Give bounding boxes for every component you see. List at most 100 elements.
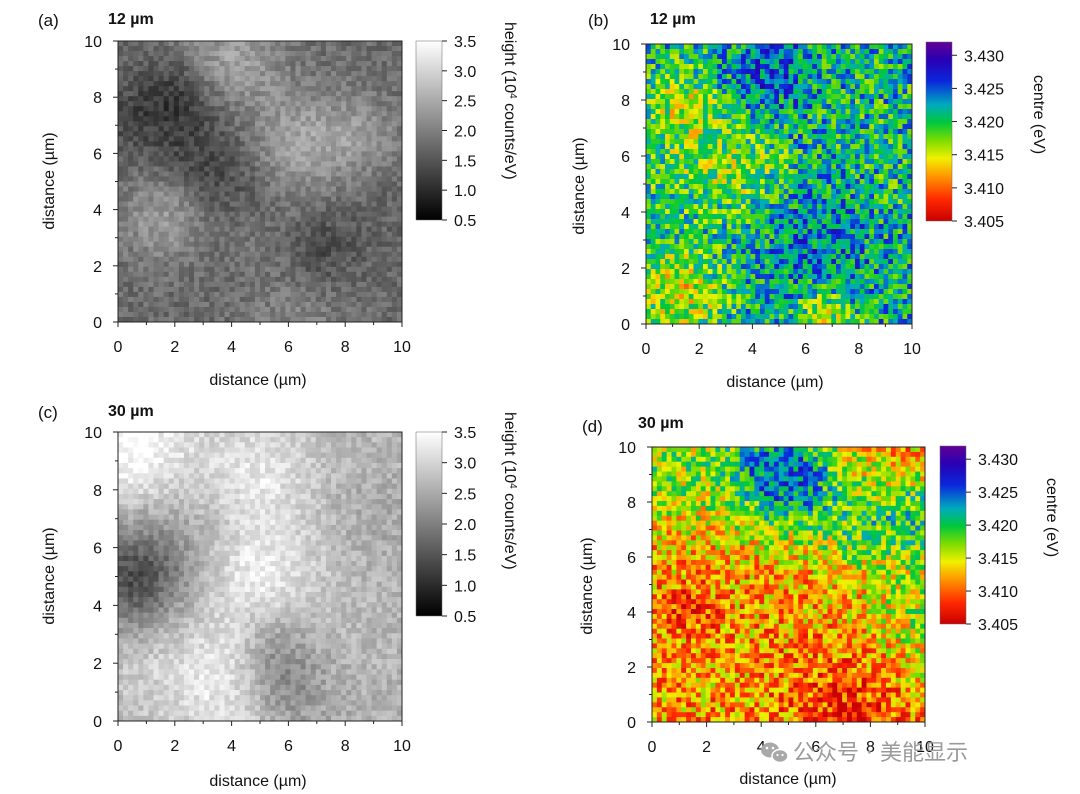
heatmap-cell xyxy=(295,56,301,62)
heatmap-cell xyxy=(840,109,846,115)
heatmap-cell xyxy=(158,186,165,192)
heatmap-cell xyxy=(674,129,680,135)
heatmap-cell xyxy=(199,201,205,207)
heatmap-cell xyxy=(168,106,175,112)
heatmap-cell xyxy=(336,246,342,253)
heatmap-cell xyxy=(336,121,342,127)
heatmap-cell xyxy=(722,139,728,145)
heatmap-cell xyxy=(356,196,362,202)
heatmap-cell xyxy=(178,121,185,127)
heatmap-cell xyxy=(361,136,367,142)
heatmap-cell xyxy=(295,296,301,303)
heatmap-cell xyxy=(726,109,732,115)
heatmap-cell xyxy=(290,81,296,87)
heatmap-cell xyxy=(693,129,699,135)
heatmap-cell xyxy=(249,261,256,268)
heatmap-cell xyxy=(755,109,761,115)
heatmap-cell xyxy=(244,241,251,248)
heatmap-cell xyxy=(391,261,398,268)
heatmap-cell xyxy=(376,236,383,243)
heatmap-cell xyxy=(391,211,398,218)
heatmap-cell xyxy=(893,124,899,130)
heatmap-cell xyxy=(158,306,165,313)
heatmap-cell xyxy=(817,119,823,125)
heatmap-cell xyxy=(703,154,709,160)
heatmap-cell xyxy=(204,261,210,268)
heatmap-cell xyxy=(229,286,236,293)
heatmap-cell xyxy=(290,201,296,207)
heatmap-cell xyxy=(224,276,230,283)
heatmap-cell xyxy=(341,156,347,162)
heatmap-cell xyxy=(760,84,766,90)
heatmap-cell xyxy=(396,231,403,238)
heatmap-cell xyxy=(817,59,823,65)
heatmap-cell xyxy=(260,296,266,303)
heatmap-cell xyxy=(189,71,195,77)
heatmap-cell xyxy=(336,46,342,52)
heatmap-cell xyxy=(371,206,378,213)
heatmap-cell xyxy=(148,241,154,248)
heatmap-cell xyxy=(249,191,256,197)
heatmap-cell xyxy=(254,146,261,152)
heatmap-cell xyxy=(807,69,813,75)
heatmap-cell xyxy=(817,114,823,120)
heatmap-cell xyxy=(741,139,747,145)
heatmap-cell xyxy=(249,211,256,218)
heatmap-cell xyxy=(254,156,261,162)
heatmap-cell xyxy=(118,91,124,97)
heatmap-cell xyxy=(346,141,352,147)
heatmap-cell xyxy=(143,276,149,283)
heatmap-cell xyxy=(674,74,680,80)
heatmap-cell xyxy=(234,51,241,57)
heatmap-cell xyxy=(850,84,856,90)
heatmap-cell xyxy=(336,101,342,107)
heatmap-cell xyxy=(788,64,794,70)
heatmap-cell xyxy=(336,296,342,303)
heatmap-cell xyxy=(356,81,362,87)
heatmap-cell xyxy=(391,291,398,298)
heatmap-cell xyxy=(878,49,884,55)
heatmap-cell xyxy=(173,156,180,162)
heatmap-cell xyxy=(118,256,124,263)
heatmap-cell xyxy=(798,174,804,180)
heatmap-cell xyxy=(265,191,271,197)
heatmap-cell xyxy=(224,136,230,142)
heatmap-cell xyxy=(143,196,149,202)
heatmap-cell xyxy=(874,179,880,185)
heatmap-cell xyxy=(788,114,794,120)
heatmap-cell xyxy=(118,191,124,197)
heatmap-cell xyxy=(783,154,789,160)
heatmap-cell xyxy=(118,201,124,207)
heatmap-cell xyxy=(883,144,889,150)
heatmap-cell xyxy=(888,174,894,180)
heatmap-cell xyxy=(153,96,159,102)
heatmap-cell xyxy=(788,89,794,95)
heatmap-cell xyxy=(173,76,180,82)
heatmap-cell xyxy=(396,106,403,112)
heatmap-cell xyxy=(793,104,799,110)
heatmap-cell xyxy=(265,131,271,137)
heatmap-cell xyxy=(173,81,180,87)
heatmap-cell xyxy=(224,106,230,112)
heatmap-cell xyxy=(199,301,205,308)
heatmap-cell xyxy=(305,171,312,177)
heatmap-cell xyxy=(779,184,785,190)
heatmap-cell xyxy=(698,159,704,165)
heatmap-cell xyxy=(893,174,899,180)
heatmap-cell xyxy=(788,119,794,125)
heatmap-cell xyxy=(779,139,785,145)
heatmap-cell xyxy=(280,221,286,228)
heatmap-cell xyxy=(361,316,367,323)
heatmap-cell xyxy=(840,179,846,185)
heatmap-cell xyxy=(750,89,756,95)
heatmap-cell xyxy=(665,154,671,160)
heatmap-cell xyxy=(646,104,652,110)
heatmap-cell xyxy=(665,124,671,130)
heatmap-cell xyxy=(831,139,837,145)
heatmap-cell xyxy=(665,44,671,50)
heatmap-cell xyxy=(346,236,352,243)
heatmap-cell xyxy=(244,311,251,318)
heatmap-cell xyxy=(265,71,271,77)
heatmap-cell xyxy=(817,79,823,85)
heatmap-cell xyxy=(143,306,149,313)
